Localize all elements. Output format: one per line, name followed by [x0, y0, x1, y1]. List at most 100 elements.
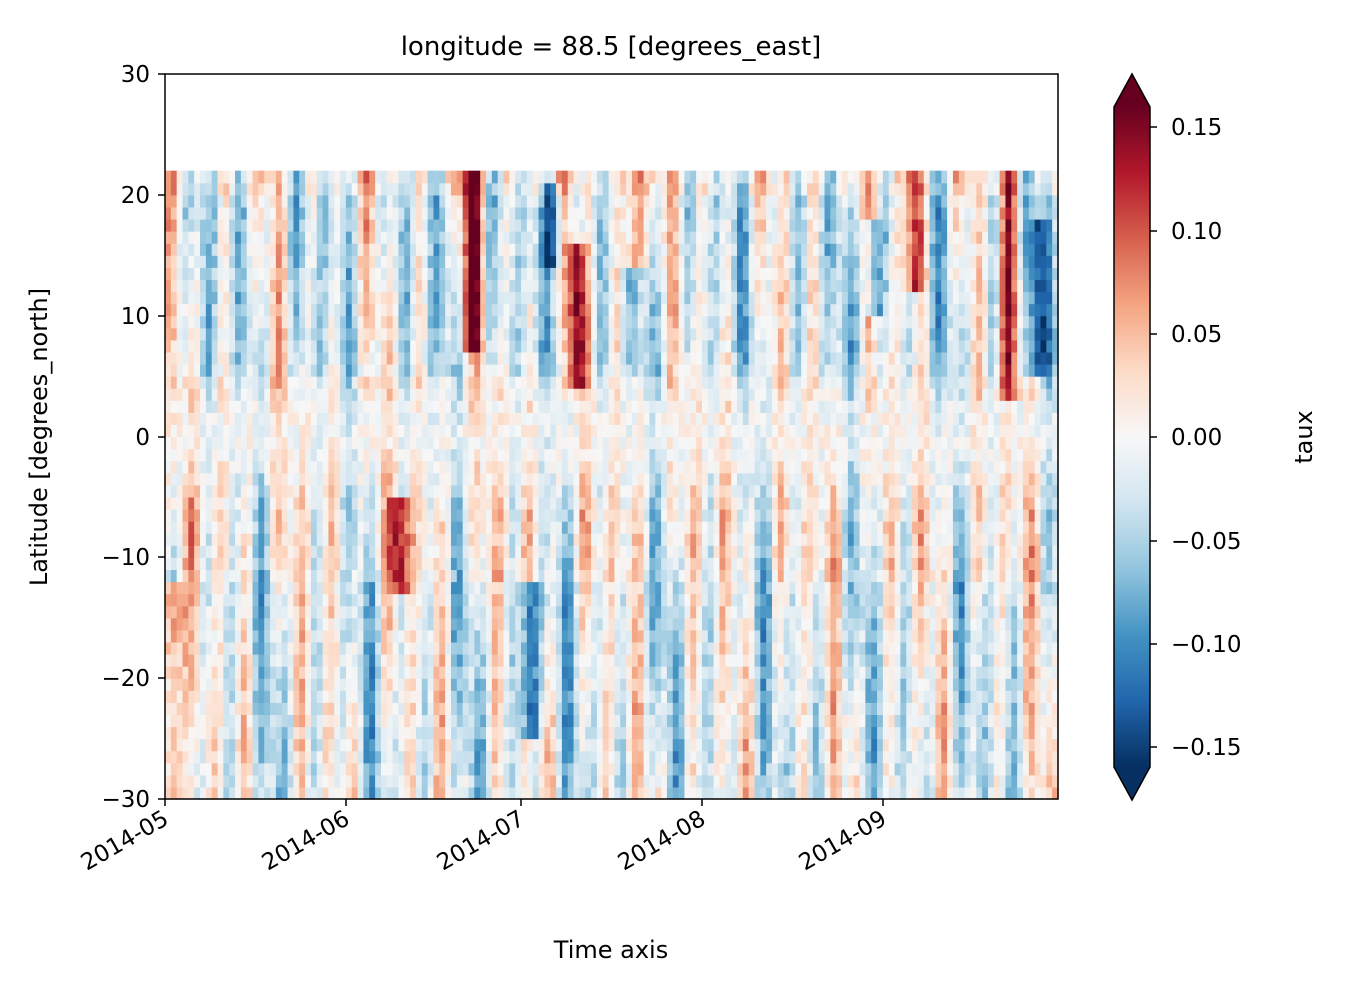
heatmap-cell — [345, 521, 353, 534]
heatmap-cell — [165, 593, 172, 607]
heatmap-cell — [608, 194, 616, 208]
heatmap-cell — [380, 170, 388, 184]
heatmap-cell — [602, 436, 610, 450]
heatmap-cell — [596, 351, 604, 365]
heatmap-cell — [515, 472, 522, 486]
heatmap-cell — [281, 569, 289, 583]
heatmap-cell — [655, 448, 662, 462]
heatmap-cell — [270, 545, 277, 558]
heatmap-cell — [287, 666, 295, 679]
heatmap-cell — [299, 255, 306, 268]
heatmap-cell — [608, 593, 616, 607]
heatmap-cell — [252, 509, 259, 522]
heatmap-cell — [579, 351, 586, 365]
heatmap-cell — [410, 219, 417, 232]
heatmap-cell — [340, 279, 347, 293]
heatmap-cell — [334, 690, 341, 703]
heatmap-cell — [503, 496, 510, 510]
heatmap-cell — [450, 206, 458, 220]
heatmap-cell — [550, 303, 557, 317]
heatmap-cell — [579, 388, 586, 401]
heatmap-cell — [316, 509, 324, 522]
heatmap-cell — [334, 327, 341, 341]
heatmap-cell — [240, 291, 248, 305]
heatmap-cell — [363, 182, 370, 196]
heatmap-cell — [415, 629, 423, 643]
heatmap-cell — [410, 581, 417, 595]
heatmap-cell — [357, 545, 365, 558]
heatmap-cell — [556, 436, 563, 450]
heatmap-cell — [456, 339, 464, 353]
heatmap-cell — [468, 460, 475, 474]
heatmap-cell — [509, 605, 516, 619]
heatmap-cell — [509, 581, 516, 595]
heatmap-cell — [561, 617, 569, 631]
heatmap-cell — [678, 267, 686, 281]
heatmap-cell — [550, 351, 557, 365]
heatmap-cell — [445, 364, 452, 377]
heatmap-cell — [480, 774, 487, 788]
heatmap-cell — [486, 509, 493, 522]
heatmap-cell — [486, 581, 493, 595]
heatmap-cell — [678, 327, 686, 341]
heatmap-cell — [310, 364, 318, 377]
heatmap-cell — [532, 364, 540, 377]
heatmap-cell — [544, 750, 551, 764]
heatmap-cell — [188, 339, 195, 353]
heatmap-cell — [165, 412, 172, 426]
heatmap-cell — [240, 376, 248, 389]
heatmap-cell — [328, 206, 335, 220]
heatmap-cell — [573, 376, 580, 389]
heatmap-cell — [532, 714, 540, 728]
heatmap-cell — [567, 762, 575, 776]
heatmap-cell — [369, 448, 376, 462]
heatmap-cell — [246, 376, 254, 389]
heatmap-cell — [521, 267, 528, 281]
heatmap-cell — [310, 762, 318, 776]
heatmap-cell — [579, 666, 586, 679]
heatmap-cell — [427, 641, 435, 655]
heatmap-cell — [415, 194, 423, 208]
heatmap-cell — [433, 315, 440, 329]
heatmap-cell — [713, 182, 721, 196]
heatmap-cell — [410, 170, 417, 184]
heatmap-cell — [596, 484, 604, 498]
heatmap-cell — [299, 569, 306, 583]
heatmap-cell — [561, 170, 569, 184]
heatmap-cell — [474, 206, 481, 220]
heatmap-cell — [299, 521, 306, 534]
heatmap-cell — [229, 774, 236, 788]
heatmap-cell — [229, 231, 236, 244]
heatmap-cell — [719, 424, 726, 438]
heatmap-cell — [678, 750, 686, 764]
heatmap-cell — [415, 605, 423, 619]
heatmap-cell — [666, 231, 674, 244]
heatmap-cell — [474, 581, 481, 595]
heatmap-cell — [176, 279, 184, 293]
heatmap-cell — [690, 629, 697, 643]
heatmap-cell — [550, 774, 557, 788]
heatmap-cell — [655, 182, 662, 196]
heatmap-cell — [585, 509, 592, 522]
heatmap-cell — [176, 641, 184, 655]
heatmap-cell — [223, 472, 230, 486]
heatmap-cell — [532, 279, 540, 293]
heatmap-cell — [357, 412, 365, 426]
heatmap-cell — [217, 533, 224, 546]
heatmap-cell — [421, 774, 429, 788]
heatmap-cell — [614, 678, 621, 691]
heatmap-cell — [165, 750, 172, 764]
heatmap-cell — [655, 412, 662, 426]
heatmap-cell — [415, 436, 423, 450]
heatmap-cell — [690, 750, 697, 764]
heatmap-cell — [281, 219, 289, 232]
heatmap-cell — [281, 774, 289, 788]
heatmap-cell — [544, 786, 551, 800]
heatmap-cell — [322, 774, 330, 788]
heatmap-cell — [573, 267, 580, 281]
heatmap-cell — [357, 291, 365, 305]
heatmap-cell — [491, 182, 499, 196]
heatmap-cell — [596, 255, 604, 268]
heatmap-cell — [275, 412, 283, 426]
heatmap-cell — [643, 629, 651, 643]
